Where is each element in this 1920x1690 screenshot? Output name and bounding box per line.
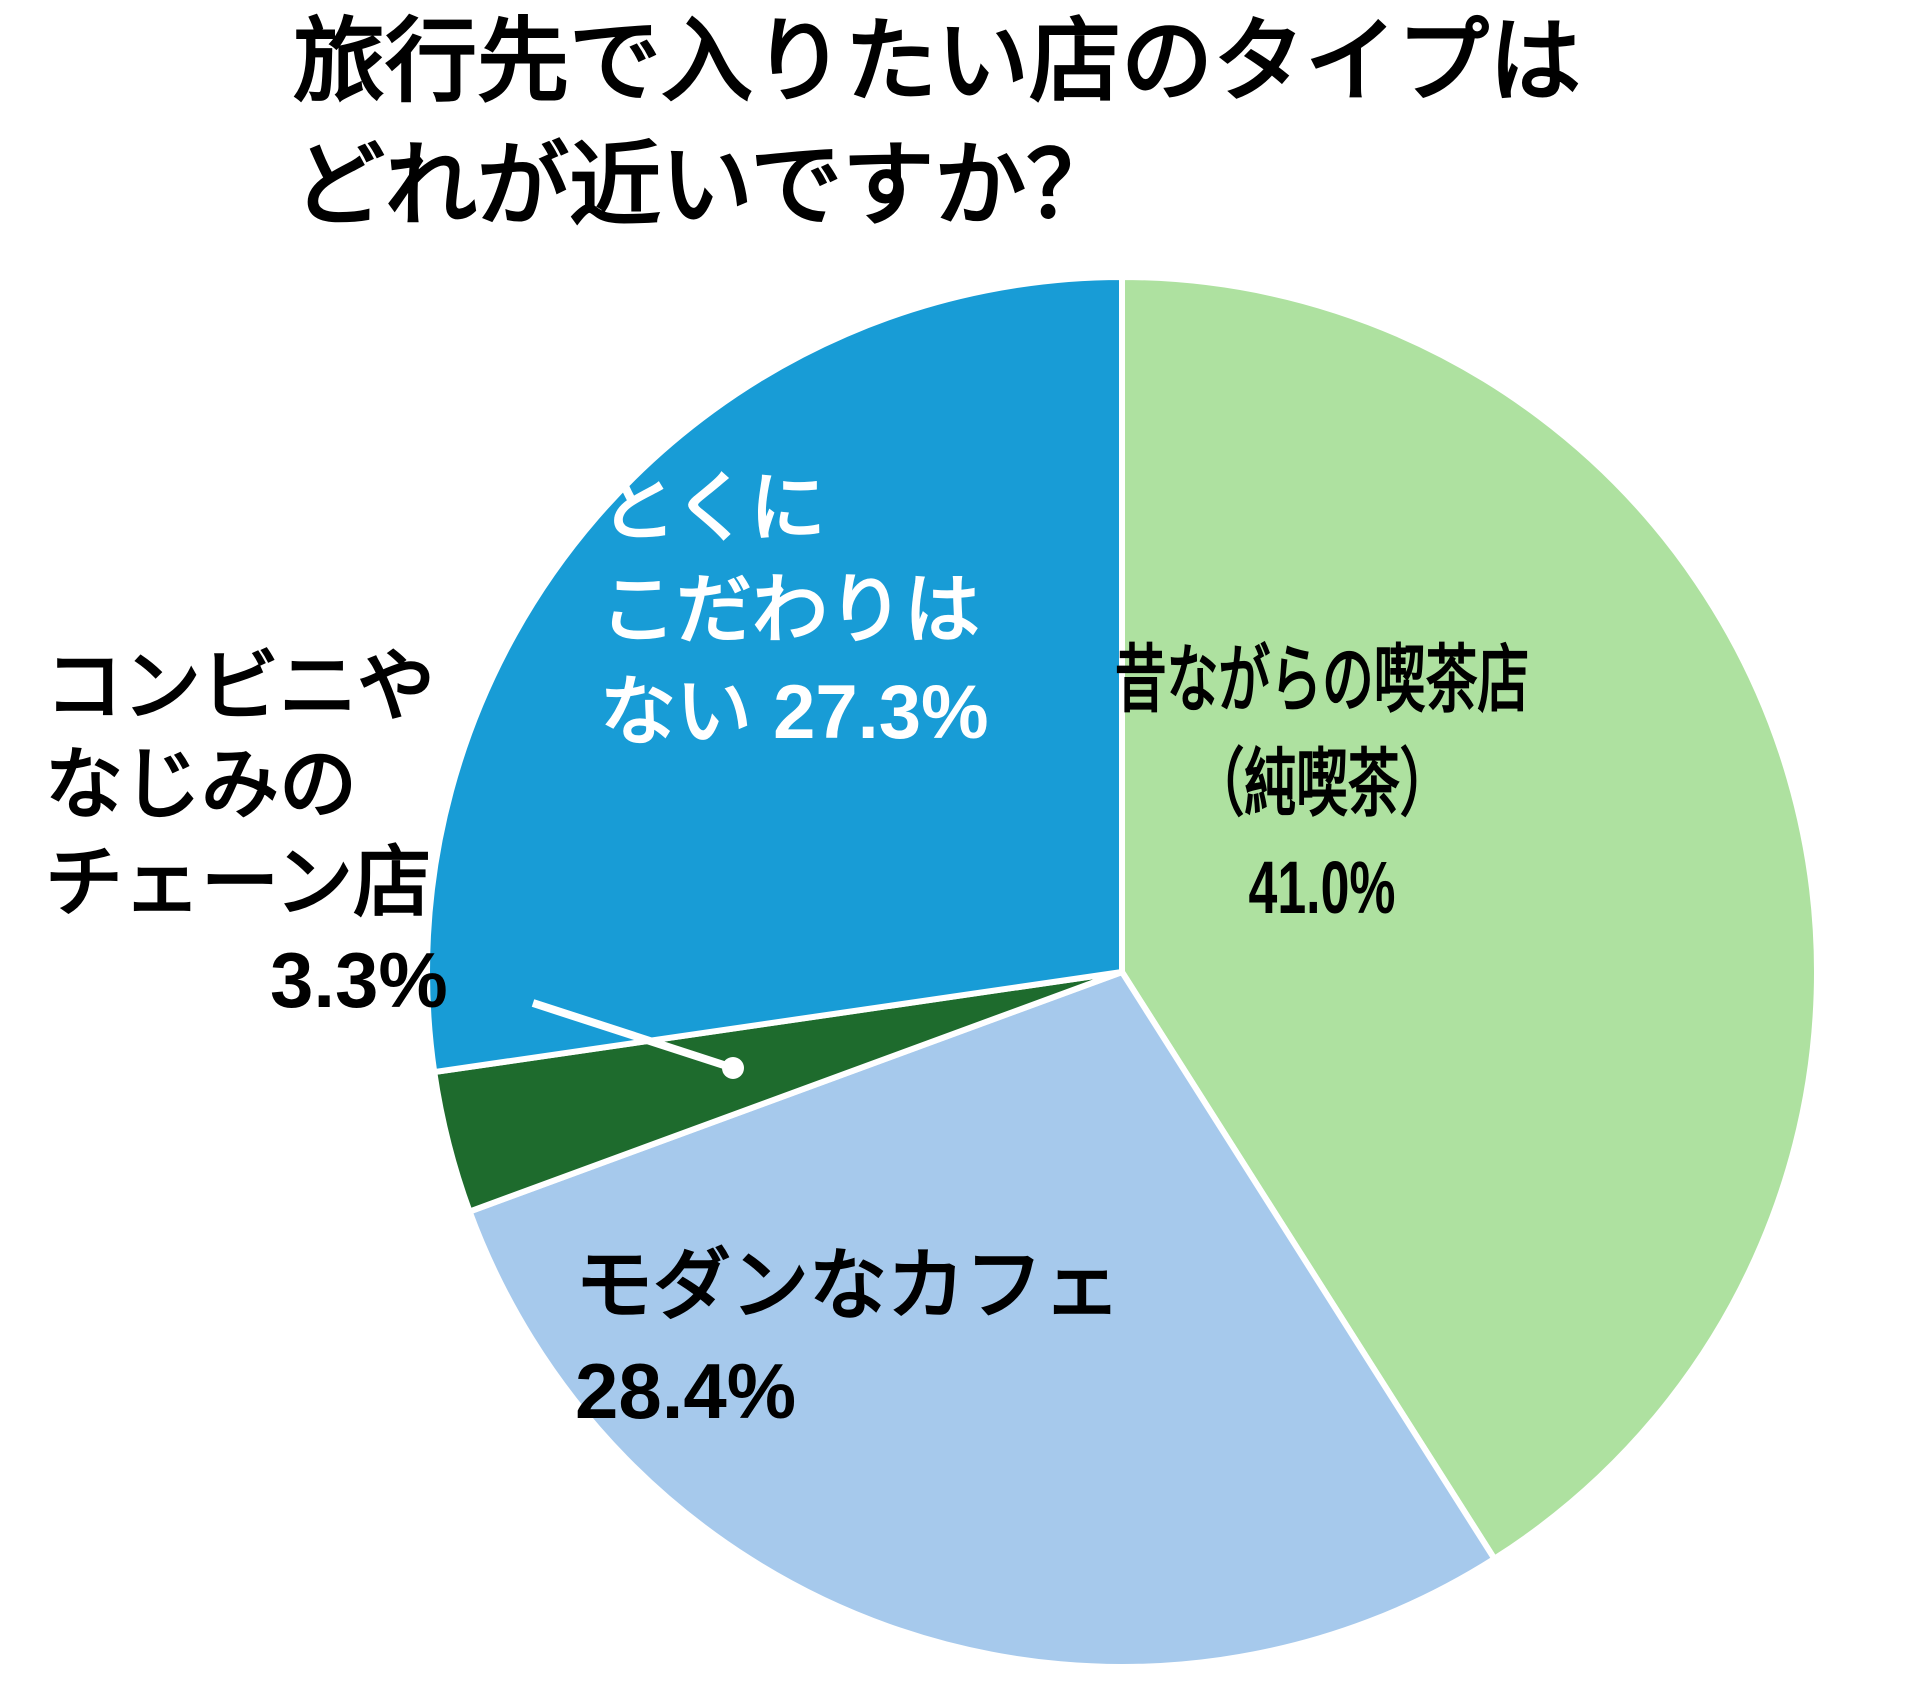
pie-slices xyxy=(424,274,1821,1671)
slice-label-classic-kissaten-line1: 昔ながらの喫茶店 xyxy=(1114,638,1530,721)
slice-label-classic-kissaten: 昔ながらの喫茶店 （純喫茶） 41.0% xyxy=(1112,628,1532,940)
chart-title-line1: 旅行先で入りたい店のタイプは xyxy=(293,11,1582,113)
slice-label-convenience-chain-line1: コンビニや xyxy=(45,642,436,730)
slice-label-convenience-chain-line3: チェーン店 xyxy=(45,838,432,926)
slice-label-no-preference: とくに こだわりは ない 27.3% xyxy=(600,458,989,764)
slice-label-no-preference-line2: こだわりは xyxy=(600,568,980,653)
slice-label-classic-kissaten-line2: （純喫茶） xyxy=(1192,742,1452,825)
slice-label-convenience-chain-line2: なじみの xyxy=(45,740,358,828)
slice-label-modern-cafe-line1: モダンなカフェ xyxy=(575,1241,1122,1329)
leader-line-3-3pct xyxy=(531,999,735,1072)
slice-label-modern-cafe: モダンなカフェ 28.4% xyxy=(575,1232,1121,1444)
slice-label-convenience-chain-value: 3.3% xyxy=(270,936,448,1024)
slice-label-convenience-chain: コンビニや なじみの チェーン店 3.3% xyxy=(45,637,448,1029)
slice-label-classic-kissaten-value: 41.0% xyxy=(1248,846,1396,929)
pie-slice-2 xyxy=(466,969,1498,1671)
pie-slice-4 xyxy=(424,274,1125,1076)
slice-label-no-preference-line1: とくに xyxy=(600,466,826,551)
slice-label-no-preference-line3: ない 27.3% xyxy=(600,670,989,755)
chart-title-line2: どれが近いですか？ xyxy=(293,135,1119,237)
slice-label-modern-cafe-value: 28.4% xyxy=(575,1347,797,1435)
chart-title: 旅行先で入りたい店のタイプは どれが近いですか？ xyxy=(293,0,1581,248)
pie-slice-1 xyxy=(1119,274,1821,1562)
leader-dot-3-3pct xyxy=(722,1057,744,1079)
